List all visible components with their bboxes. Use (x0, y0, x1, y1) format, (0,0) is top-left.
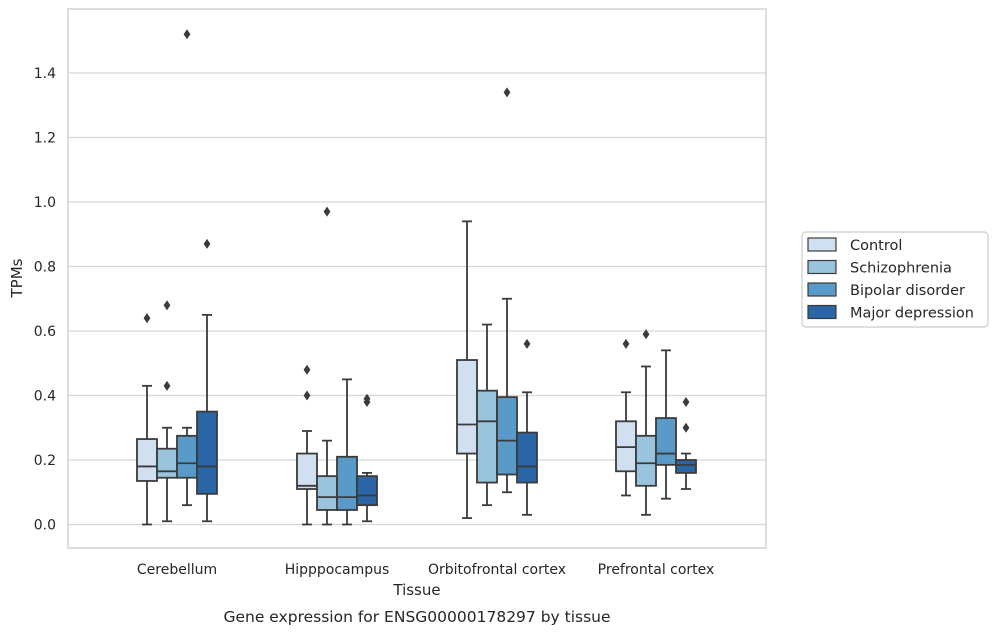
iqr-box (496, 396, 518, 476)
iqr-box (635, 434, 657, 487)
chart-caption: Gene expression for ENSG00000178297 by t… (223, 608, 610, 626)
x-tick-labels: Cerebellum Hipppocampus Orbitofrontal cort… (137, 562, 714, 578)
box-major-depression (196, 238, 218, 523)
box-schizophrenia (635, 329, 657, 516)
iqr-box (316, 475, 338, 511)
iqr-box (655, 417, 677, 466)
iqr-box (336, 455, 358, 511)
iqr-box (156, 447, 178, 479)
outlier-point (523, 338, 531, 349)
box-control (456, 220, 478, 519)
outlier-point (682, 396, 690, 407)
legend-swatch (807, 282, 837, 297)
x-tick-label: Prefrontal cortex (598, 562, 715, 578)
y-tick-label: 0.4 (34, 389, 56, 405)
box-control (296, 364, 318, 526)
outlier-point (163, 300, 171, 311)
legend-swatch (807, 259, 837, 275)
y-tick-label: 0.8 (34, 260, 56, 276)
x-axis-title: Tissue (392, 581, 440, 599)
box-schizophrenia (156, 300, 178, 523)
iqr-box (675, 459, 697, 474)
outlier-point (363, 393, 371, 404)
legend-frame (801, 231, 989, 328)
legend: Control Schizophrenia Bipolar disorder Majo… (801, 231, 989, 328)
y-tick-label: 1.4 (34, 66, 56, 82)
box-major-depression (675, 396, 697, 490)
iqr-box (456, 359, 478, 455)
outlier-point (303, 390, 311, 401)
outlier-point (203, 238, 211, 249)
box-groups (136, 29, 697, 526)
outlier-point (682, 422, 690, 433)
y-tick-label: 1.2 (34, 131, 56, 147)
outlier-point (303, 364, 311, 375)
outlier-point (622, 338, 630, 349)
outlier-point (143, 313, 151, 324)
iqr-box (296, 452, 318, 490)
iqr-box (476, 389, 498, 484)
outlier-point (642, 329, 650, 340)
outlier-point (183, 29, 191, 40)
box-schizophrenia (476, 323, 498, 507)
legend-swatch (807, 237, 837, 252)
legend-label: Bipolar disorder (850, 283, 965, 299)
iqr-box (196, 410, 218, 495)
plot-area-frame (67, 8, 767, 549)
y-tick-label: 0.2 (34, 453, 56, 469)
box-bipolar-disorder (336, 378, 358, 526)
x-tick-label: Orbitofrontal cortex (428, 562, 566, 578)
x-tick-label: Hipppocampus (285, 562, 390, 578)
legend-label: Control (850, 238, 902, 254)
legend-label: Major depression (850, 306, 974, 322)
iqr-box (136, 438, 158, 482)
x-tick-label: Cerebellum (137, 562, 217, 578)
box-bipolar-disorder (655, 349, 677, 500)
box-major-depression (356, 393, 378, 523)
box-control (136, 313, 158, 526)
iqr-box (176, 434, 198, 479)
outlier-point (323, 206, 331, 217)
box-major-depression (516, 338, 538, 516)
y-tick-label: 1.0 (34, 195, 56, 211)
y-tick-label: 0.6 (34, 324, 56, 340)
y-axis-title: TPMs (8, 258, 26, 298)
iqr-box (356, 475, 378, 507)
outlier-point (503, 87, 511, 98)
legend-label: Schizophrenia (850, 261, 952, 277)
box-schizophrenia (316, 206, 338, 526)
iqr-box (516, 431, 538, 484)
outlier-point (163, 380, 171, 391)
y-tick-label: 0.0 (34, 518, 56, 534)
legend-swatch (807, 304, 837, 320)
y-tick-labels: 0.0 0.2 0.4 0.6 0.8 1.0 1.2 1.4 (34, 66, 56, 534)
